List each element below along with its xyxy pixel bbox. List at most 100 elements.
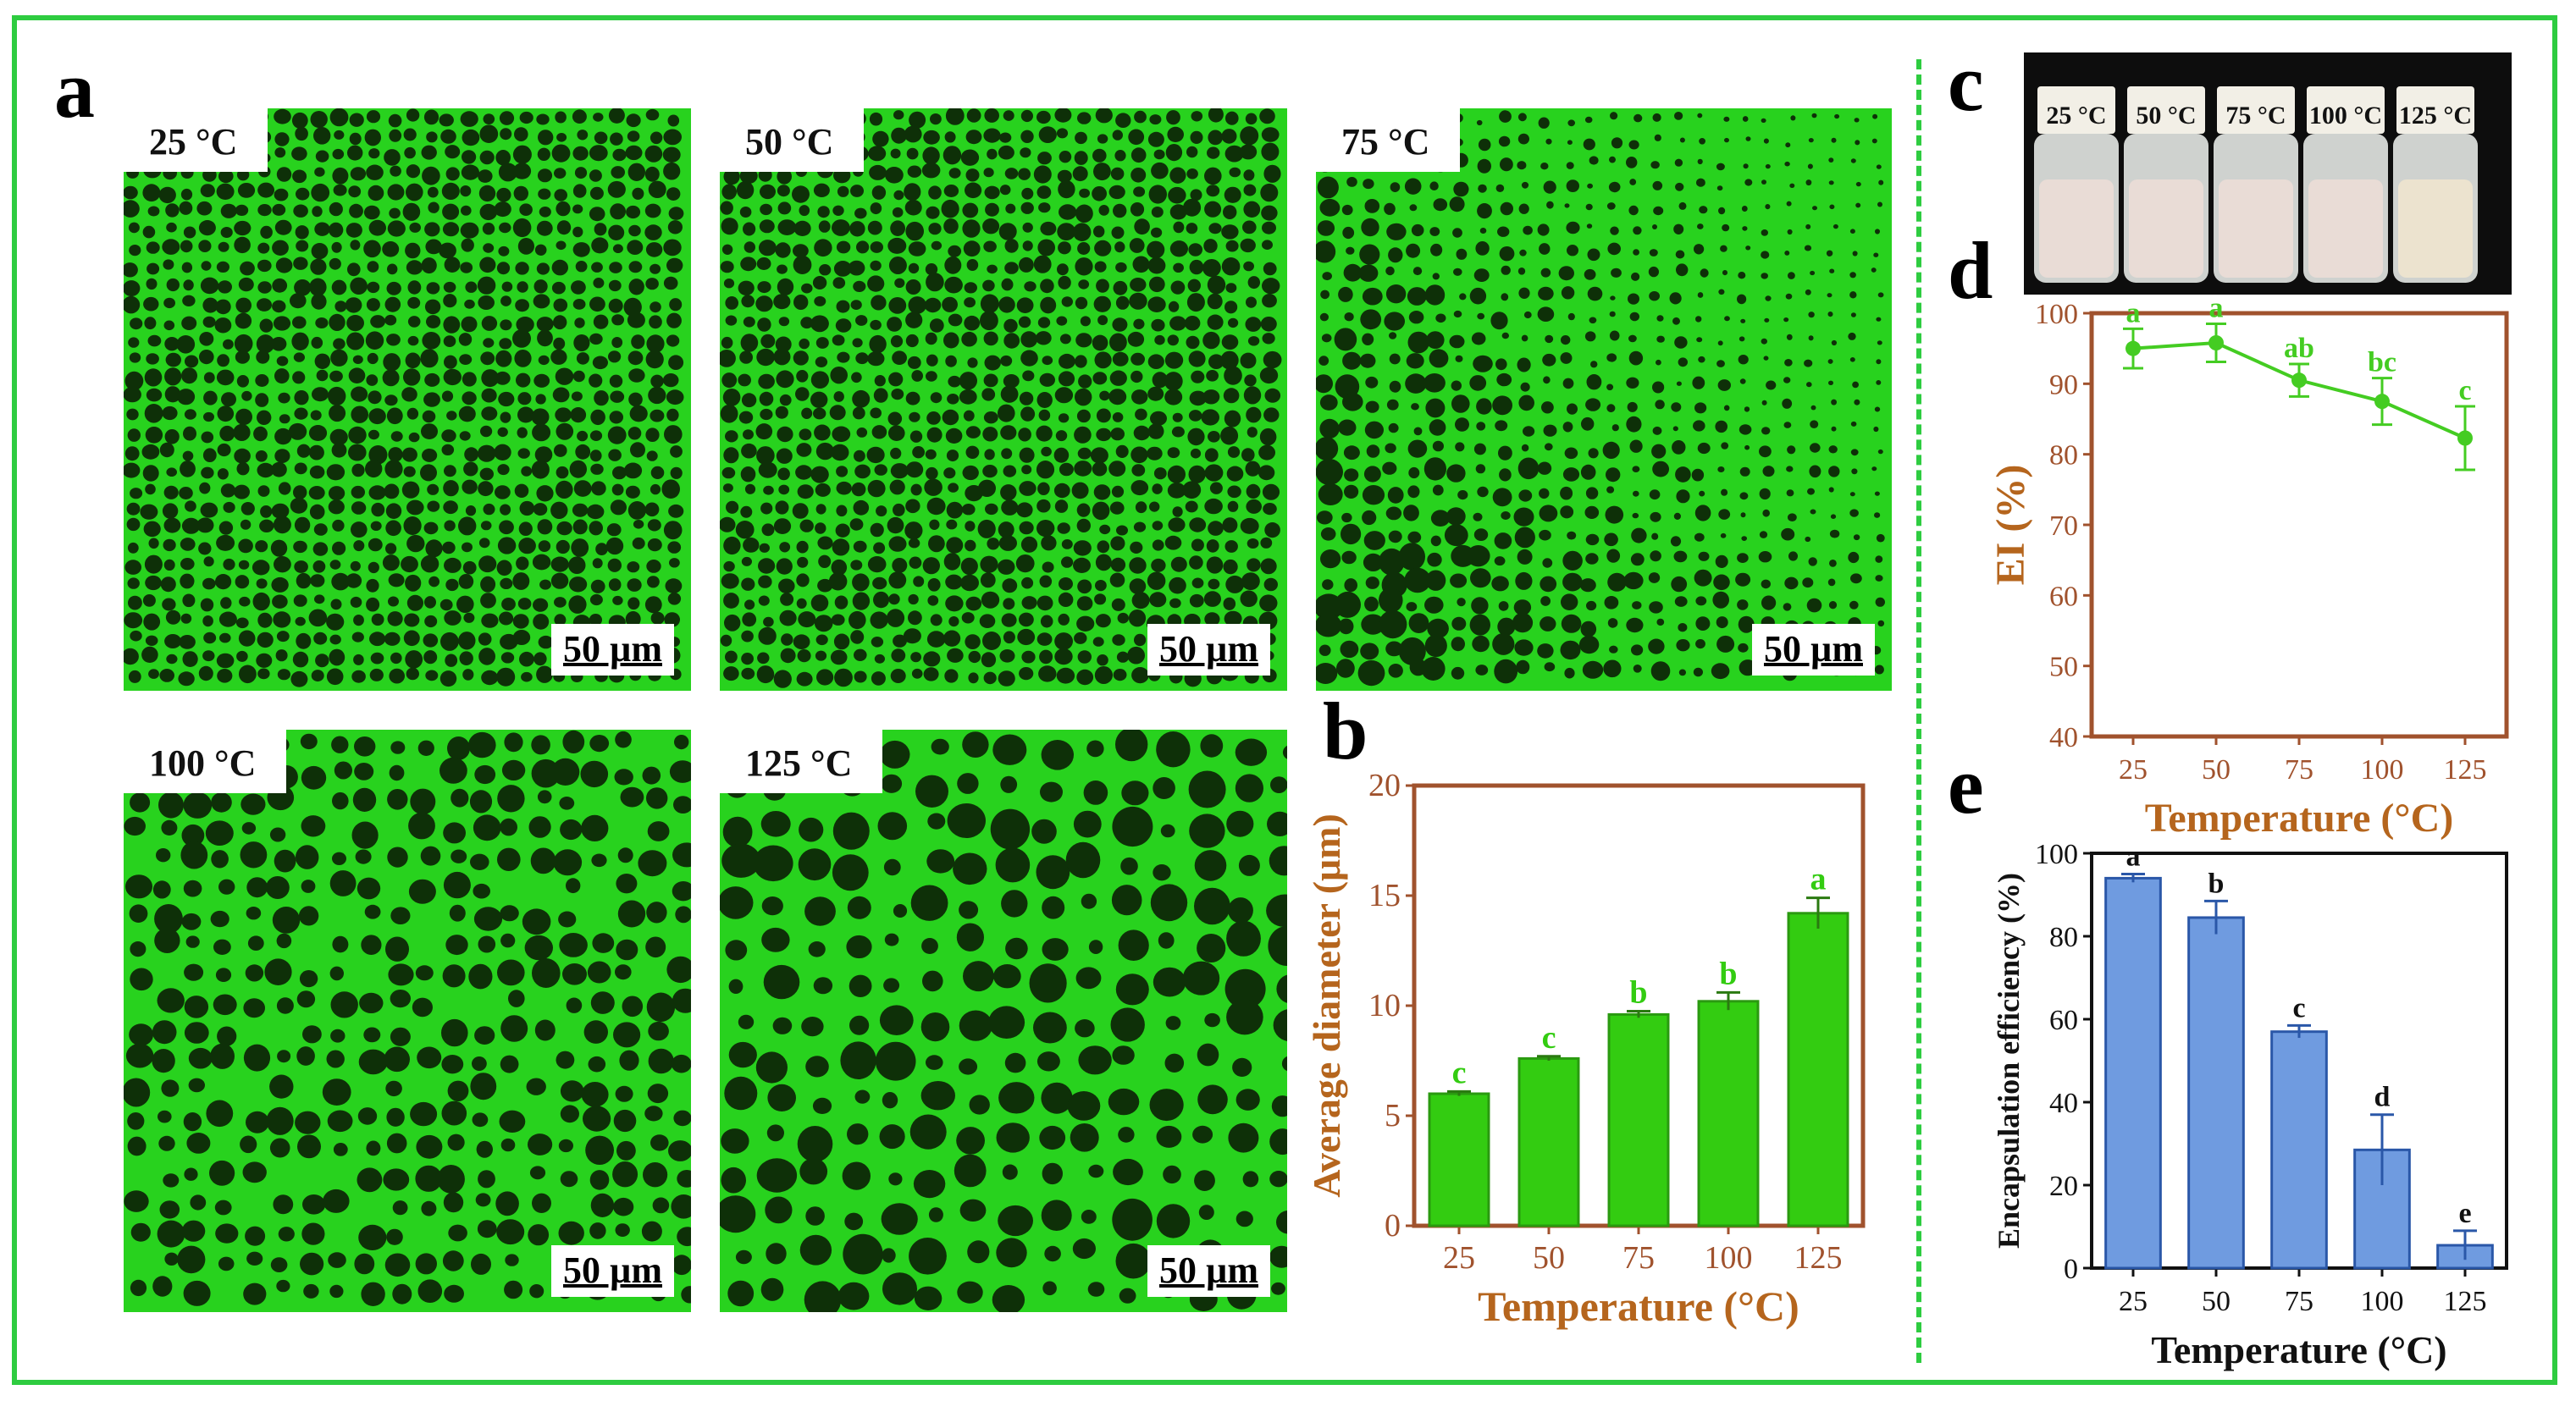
droplet: [1389, 353, 1401, 365]
droplet: [780, 648, 796, 664]
droplet: [1740, 512, 1746, 518]
droplet: [364, 129, 381, 146]
droplet: [348, 444, 367, 461]
droplet: [127, 577, 140, 589]
droplet: [403, 466, 416, 477]
droplet: [908, 538, 920, 549]
droplet: [293, 204, 308, 218]
droplet: [1073, 557, 1091, 574]
droplet: [1041, 740, 1074, 770]
droplet: [594, 390, 609, 406]
droplet: [243, 998, 265, 1018]
droplet: [1054, 108, 1072, 123]
droplet: [1764, 317, 1770, 323]
droplet: [1039, 575, 1053, 588]
droplet: [1113, 669, 1127, 681]
droplet: [1019, 391, 1034, 405]
droplet: [314, 167, 325, 177]
droplet: [519, 500, 535, 516]
droplet: [755, 1051, 788, 1084]
droplet: [388, 113, 402, 128]
droplet: [145, 635, 158, 646]
droplet: [234, 220, 252, 236]
droplet: [555, 111, 567, 124]
droplet: [943, 553, 961, 571]
droplet: [498, 163, 517, 182]
droplet: [462, 542, 473, 553]
droplet: [365, 331, 384, 350]
droplet: [478, 538, 490, 549]
droplet: [308, 486, 325, 500]
droplet: [1362, 287, 1383, 306]
droplet: [1336, 659, 1355, 678]
droplet: [944, 256, 962, 274]
droplet: [1455, 417, 1469, 432]
droplet: [628, 368, 645, 383]
droplet: [1826, 250, 1833, 256]
droplet: [1094, 240, 1112, 256]
droplet: [332, 541, 346, 555]
droplet: [1674, 112, 1683, 120]
droplet: [246, 907, 262, 920]
droplet: [1523, 311, 1532, 319]
droplet: [471, 1253, 491, 1275]
droplet: [214, 317, 232, 334]
droplet: [627, 427, 642, 440]
droplet: [815, 504, 826, 515]
droplet: [1674, 596, 1688, 607]
droplet: [514, 350, 532, 367]
droplet: [778, 317, 790, 327]
droplet: [740, 466, 756, 483]
droplet: [1494, 532, 1512, 549]
droplet: [441, 182, 460, 200]
droplet: [870, 407, 882, 419]
droplet: [888, 593, 900, 605]
droplet: [1341, 204, 1353, 216]
droplet: [1263, 164, 1281, 183]
droplet: [1520, 382, 1530, 392]
droplet: [271, 576, 289, 593]
droplet: [181, 1220, 206, 1242]
droplet: [572, 184, 587, 198]
droplet: [241, 822, 257, 835]
droplet: [350, 596, 362, 608]
droplet: [757, 317, 771, 332]
droplet: [202, 615, 213, 627]
droplet: [852, 389, 871, 408]
x-axis-label: Temperature (°C): [2145, 796, 2453, 840]
droplet: [1849, 600, 1859, 609]
droplet: [1269, 1171, 1287, 1188]
droplet: [877, 812, 908, 841]
droplet: [182, 450, 194, 461]
droplet: [908, 262, 920, 274]
droplet: [760, 408, 773, 421]
droplet: [127, 428, 141, 442]
droplet: [616, 874, 638, 894]
droplet: [124, 262, 138, 278]
droplet: [1425, 398, 1446, 418]
droplet: [1318, 644, 1331, 656]
droplet: [616, 939, 638, 961]
droplet: [1261, 205, 1278, 221]
droplet: [385, 936, 409, 962]
droplet: [1036, 855, 1070, 890]
droplet: [666, 408, 679, 422]
droplet: [1432, 484, 1444, 496]
droplet: [948, 375, 961, 388]
droplet: [560, 819, 583, 841]
droplet: [852, 592, 871, 610]
droplet: [351, 405, 369, 423]
droplet: [980, 572, 996, 588]
x-tick-label: 25: [2119, 1286, 2148, 1317]
droplet: [331, 279, 347, 295]
droplet: [926, 427, 943, 443]
droplet: [1674, 158, 1683, 167]
droplet: [804, 1281, 842, 1312]
droplet: [1341, 550, 1357, 565]
droplet: [388, 963, 414, 986]
droplet: [1810, 443, 1821, 453]
droplet: [129, 904, 148, 923]
droplet: [664, 612, 680, 627]
droplet: [1453, 181, 1469, 197]
droplet: [1076, 669, 1094, 686]
